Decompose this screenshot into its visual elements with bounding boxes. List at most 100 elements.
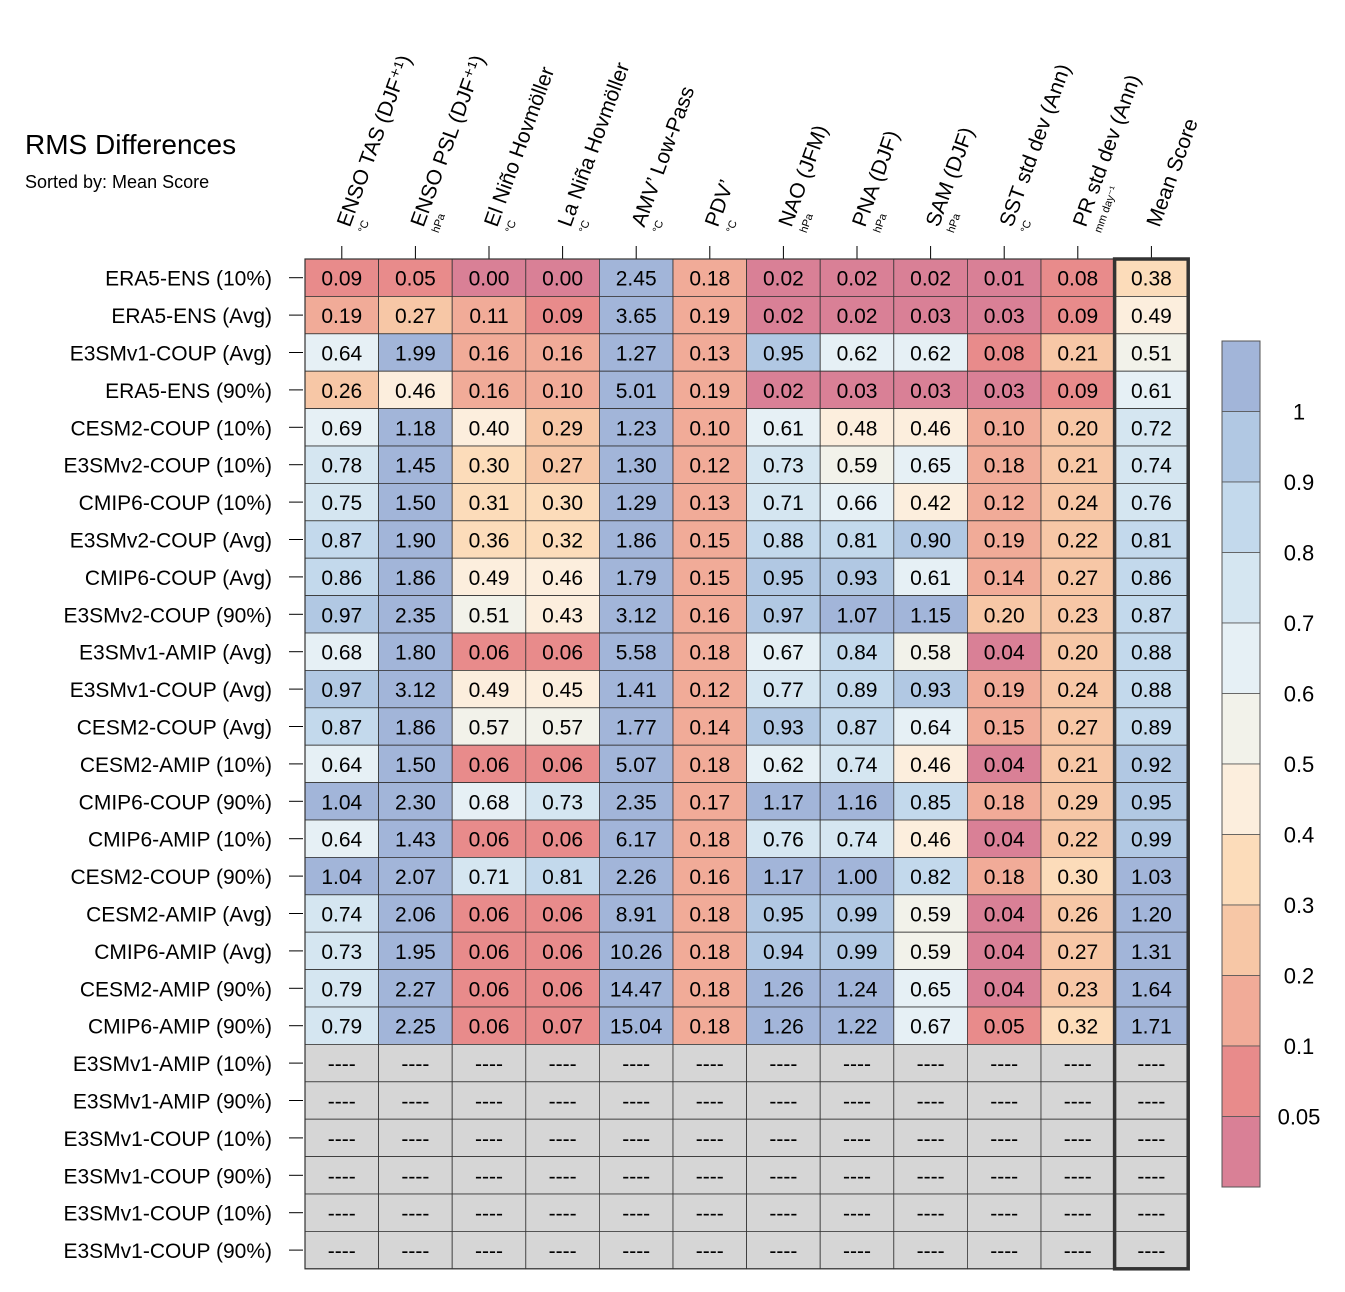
heatmap-cell xyxy=(967,1081,1042,1120)
colorbar-tick-label: 0.1 xyxy=(1284,1034,1315,1059)
cell-value: ---- xyxy=(328,1165,356,1188)
cell-value: 0.02 xyxy=(763,305,804,328)
cell-value: 0.06 xyxy=(469,1016,510,1039)
heatmap-cell xyxy=(1114,445,1189,484)
heatmap-cell xyxy=(746,931,821,971)
cell-value: 0.36 xyxy=(469,530,510,553)
cell-value: 1.26 xyxy=(763,1016,804,1039)
heatmap-cell xyxy=(746,408,821,447)
cell-value: 0.88 xyxy=(1131,642,1172,665)
column-label: El Niño Hovmöller xyxy=(480,64,559,230)
cell-value: 0.20 xyxy=(984,604,1025,627)
row-label: E3SMv1-AMIP (90%) xyxy=(73,1091,272,1114)
cell-value: 0.06 xyxy=(542,978,583,1001)
cell-value: 0.13 xyxy=(689,492,730,515)
heatmap-cell xyxy=(967,1044,1042,1083)
cell-value: 0.27 xyxy=(542,455,583,478)
cell-value: 0.79 xyxy=(321,978,362,1001)
column-header: PDV’°C xyxy=(701,177,740,235)
heatmap-cell xyxy=(967,258,1042,297)
heatmap-cell xyxy=(1040,1231,1115,1270)
heatmap-cell xyxy=(746,1231,821,1270)
cell-value: 0.87 xyxy=(1131,604,1172,627)
cell-value: 0.09 xyxy=(1057,305,1098,328)
cell-value: 0.49 xyxy=(469,679,510,702)
cell-value: ---- xyxy=(696,1240,724,1263)
colorbar-segment xyxy=(1221,1045,1261,1117)
row-label: E3SMv1-AMIP (Avg) xyxy=(79,642,272,665)
cell-value: 5.58 xyxy=(616,642,657,665)
heatmap-cell xyxy=(525,1231,600,1270)
cell-value: 0.46 xyxy=(910,417,951,440)
row-label: E3SMv1-AMIP (10%) xyxy=(73,1053,272,1076)
cell-value: 1.16 xyxy=(837,791,878,814)
colorbar-tick-label: 0.7 xyxy=(1284,611,1315,636)
cell-value: 0.14 xyxy=(689,717,730,740)
cell-value: 0.03 xyxy=(910,380,951,403)
cell-value: 0.19 xyxy=(689,305,730,328)
heatmap-cell xyxy=(1040,1193,1115,1232)
cell-value: 0.59 xyxy=(910,941,951,964)
heatmap-cell xyxy=(893,482,968,522)
heatmap-cell xyxy=(378,931,453,971)
heatmap-cell xyxy=(672,557,747,597)
heatmap-cell xyxy=(1040,258,1115,297)
cell-value: 0.68 xyxy=(469,791,510,814)
cell-value: ---- xyxy=(843,1240,871,1263)
heatmap-cell xyxy=(746,707,821,746)
cell-value: 0.97 xyxy=(321,679,362,702)
heatmap-cell xyxy=(599,1006,674,1045)
cell-value: 0.06 xyxy=(542,642,583,665)
cell-value: 0.02 xyxy=(910,268,951,291)
heatmap-cell xyxy=(525,258,600,297)
cell-value: 0.93 xyxy=(837,567,878,590)
heatmap-cell xyxy=(451,408,527,447)
cell-value: ---- xyxy=(990,1240,1018,1263)
colorbar-tick-label: 0.05 xyxy=(1278,1105,1321,1130)
cell-value: 1.20 xyxy=(1131,904,1172,927)
cell-value: ---- xyxy=(696,1053,724,1076)
cell-value: ---- xyxy=(1064,1053,1092,1076)
cell-value: 0.51 xyxy=(1131,343,1172,366)
cell-value: ---- xyxy=(990,1053,1018,1076)
cell-value: 0.92 xyxy=(1131,754,1172,777)
cell-value: 0.77 xyxy=(763,679,804,702)
heatmap-cell xyxy=(1040,333,1115,372)
heatmap-cell xyxy=(1114,782,1189,821)
heatmap-cell xyxy=(1040,1081,1115,1120)
cell-value: 0.29 xyxy=(1057,791,1098,814)
cell-value: 0.06 xyxy=(469,642,510,665)
heatmap-cell xyxy=(599,782,674,821)
cell-value: ---- xyxy=(696,1128,724,1151)
heatmap-cell xyxy=(746,744,821,784)
cell-value: 0.90 xyxy=(910,530,951,553)
column-unit: °C xyxy=(504,219,520,235)
cell-value: 0.00 xyxy=(469,268,510,291)
column-unit: °C xyxy=(1019,219,1035,235)
heatmap-cell xyxy=(819,894,895,933)
row-label: CESM2-AMIP (Avg) xyxy=(86,904,272,927)
cell-value: 0.07 xyxy=(542,1016,583,1039)
cell-value: 0.64 xyxy=(321,829,362,852)
cell-value: 1.50 xyxy=(395,492,436,515)
cell-value: 0.18 xyxy=(689,978,730,1001)
heatmap-cell xyxy=(819,744,895,784)
column-header: AMV’ Low-Pass°C xyxy=(627,83,699,234)
heatmap-cell xyxy=(967,1231,1042,1270)
cell-value: 0.88 xyxy=(1131,679,1172,702)
heatmap-cell xyxy=(599,744,674,784)
heatmap-cell xyxy=(819,1231,895,1270)
heatmap-cell xyxy=(525,1006,600,1045)
heatmap-cell xyxy=(967,632,1042,671)
cell-value: 0.93 xyxy=(910,679,951,702)
heatmap-cell xyxy=(672,670,747,709)
cell-value: ---- xyxy=(1137,1053,1165,1076)
heatmap-cell xyxy=(304,1044,379,1083)
cell-value: 0.76 xyxy=(763,829,804,852)
colorbar-tick-label: 0.4 xyxy=(1284,823,1315,848)
cell-value: ---- xyxy=(328,1203,356,1226)
cell-value: ---- xyxy=(475,1053,503,1076)
heatmap-cell xyxy=(599,482,674,522)
row-label: CMIP6-COUP (Avg) xyxy=(85,567,272,590)
cell-value: ---- xyxy=(990,1128,1018,1151)
